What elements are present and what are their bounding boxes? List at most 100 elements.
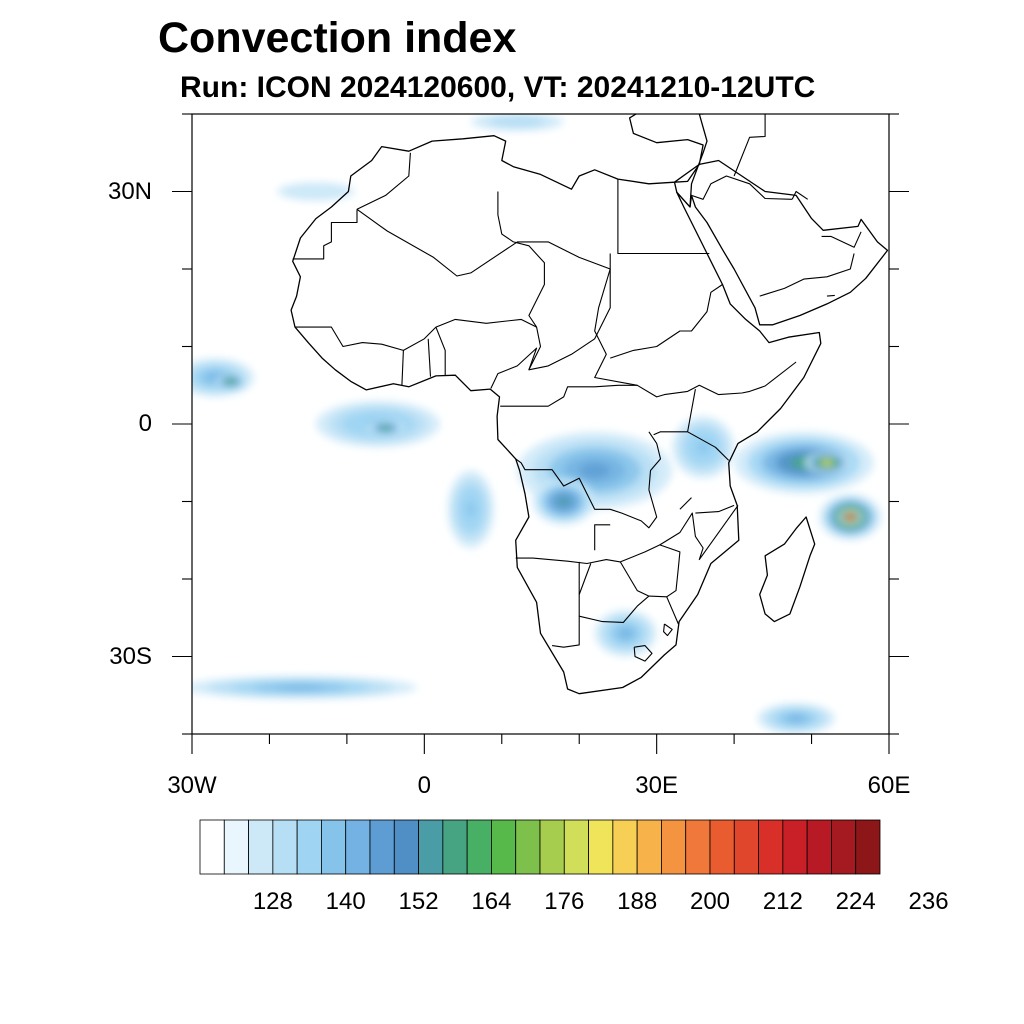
country-border bbox=[679, 497, 692, 510]
country-border bbox=[435, 326, 446, 376]
country-border bbox=[826, 294, 835, 297]
convection-south-africa-storms bbox=[594, 610, 657, 657]
madagascar-coastline bbox=[759, 516, 816, 623]
colorbar-swatch bbox=[272, 819, 298, 875]
convection-level bbox=[507, 119, 527, 124]
colorbar-swatch bbox=[515, 819, 541, 875]
colorbar-label: 176 bbox=[544, 888, 585, 915]
y-tick-label: 0 bbox=[138, 410, 152, 437]
colorbar-swatch bbox=[588, 819, 614, 875]
convection-level bbox=[579, 462, 611, 479]
country-border bbox=[515, 458, 658, 529]
country-border bbox=[356, 152, 411, 210]
colorbar-swatch bbox=[855, 819, 881, 875]
colorbar-label: 152 bbox=[398, 888, 439, 915]
convection-level bbox=[277, 685, 324, 690]
colorbar-swatch bbox=[563, 819, 589, 875]
country-border bbox=[695, 504, 735, 514]
convection-south-atlantic-plume bbox=[447, 470, 495, 548]
country-borders bbox=[292, 114, 862, 662]
convection-cyclone-core bbox=[836, 507, 865, 527]
country-border bbox=[594, 268, 797, 398]
convection-level bbox=[822, 460, 832, 466]
colorbar-swatch bbox=[709, 819, 735, 875]
colorbar-label: 140 bbox=[325, 888, 366, 915]
coastlines bbox=[290, 114, 889, 695]
colorbar-swatch bbox=[369, 819, 395, 875]
country-border bbox=[292, 209, 358, 260]
x-tick-label: 0 bbox=[417, 772, 432, 799]
colorbar-label: 128 bbox=[252, 888, 293, 915]
convection-north-atlantic-patch bbox=[277, 182, 355, 201]
colorbar-swatch bbox=[248, 819, 274, 875]
africa-coastline bbox=[290, 114, 822, 695]
convection-level bbox=[847, 515, 854, 519]
country-border bbox=[620, 544, 681, 598]
country-border bbox=[759, 253, 855, 297]
country-border bbox=[513, 241, 545, 371]
y-tick-label: 30N bbox=[107, 177, 152, 205]
colorbar-label: 236 bbox=[908, 888, 949, 915]
x-tick-label: 60E bbox=[867, 772, 911, 799]
colorbar-label: 200 bbox=[689, 888, 731, 915]
map-background bbox=[192, 114, 889, 734]
colorbar-swatch bbox=[539, 819, 565, 875]
colorbar-swatch bbox=[636, 819, 662, 875]
colorbar-swatch bbox=[393, 819, 419, 875]
colorbar-label: 188 bbox=[617, 888, 658, 915]
country-border bbox=[500, 384, 638, 407]
colorbar bbox=[199, 819, 881, 875]
x-tick-label: 30W bbox=[167, 772, 217, 799]
convection-gulf-of-guinea-core bbox=[366, 420, 405, 436]
country-border bbox=[594, 524, 611, 551]
x-tick-label: 30E bbox=[635, 772, 679, 799]
colorbar-label: 224 bbox=[835, 888, 876, 915]
chart-title: Convection index bbox=[158, 14, 517, 62]
colorbar-swatch bbox=[199, 819, 225, 875]
country-border bbox=[401, 350, 404, 386]
country-border bbox=[295, 318, 537, 351]
colorbar-swatch bbox=[685, 819, 711, 875]
convection-indian-ocean-core bbox=[803, 451, 851, 475]
convection-level bbox=[788, 715, 804, 722]
colorbar-swatch bbox=[491, 819, 517, 875]
colorbar-label: 212 bbox=[762, 888, 803, 915]
colorbar-swatch bbox=[466, 819, 492, 875]
country-border bbox=[497, 191, 514, 243]
colorbar-swatch bbox=[345, 819, 371, 875]
convection-indian-ocean-cluster bbox=[734, 431, 874, 494]
colorbar-swatch bbox=[321, 819, 347, 875]
convection-level bbox=[227, 379, 234, 383]
convection-level bbox=[557, 496, 570, 507]
colorbar-swatch bbox=[733, 819, 759, 875]
convection-level bbox=[381, 426, 390, 430]
country-border bbox=[598, 269, 611, 332]
country-border bbox=[821, 231, 862, 248]
colorbar-swatch bbox=[223, 819, 249, 875]
convection-southern-indian-ocean bbox=[757, 703, 835, 734]
country-border bbox=[733, 114, 766, 177]
convection-angola-zambia bbox=[532, 478, 595, 525]
country-border bbox=[356, 208, 611, 277]
convection-level bbox=[696, 441, 710, 454]
colorbar-swatch bbox=[661, 819, 687, 875]
chart-subtitle: Run: ICON 2024120600, VT: 20241210-12UTC bbox=[180, 71, 816, 104]
colorbar-swatch bbox=[758, 819, 784, 875]
country-border bbox=[578, 563, 592, 595]
country-border bbox=[617, 179, 710, 255]
colorbar-swatch bbox=[831, 819, 857, 875]
arabia-coastline bbox=[673, 159, 889, 326]
convection-south-atlantic-band bbox=[192, 675, 417, 700]
colorbar-swatch bbox=[296, 819, 322, 875]
y-tick-label: 30S bbox=[109, 642, 152, 670]
country-border bbox=[687, 389, 696, 432]
colorbar-swatch bbox=[612, 819, 638, 875]
colorbar-swatch bbox=[806, 819, 832, 875]
country-border bbox=[515, 557, 621, 565]
axis-ticks bbox=[172, 113, 909, 754]
convection-level bbox=[466, 501, 476, 517]
country-border bbox=[691, 175, 793, 200]
country-border bbox=[552, 561, 580, 648]
colorbar-swatch bbox=[418, 819, 444, 875]
